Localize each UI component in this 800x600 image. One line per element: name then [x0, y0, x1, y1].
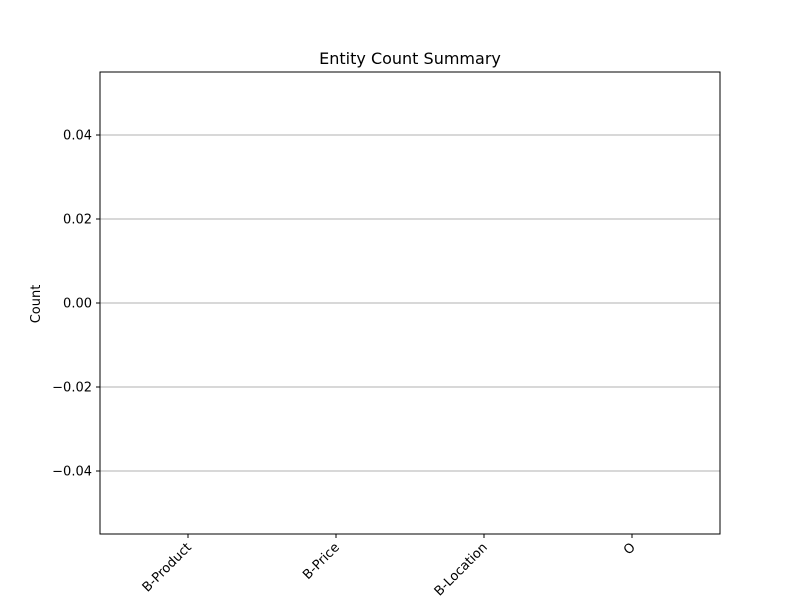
y-tick-label: 0.00: [63, 297, 92, 312]
y-axis-label: Count: [29, 285, 44, 324]
y-tick-label: 0.04: [63, 129, 92, 144]
y-tick-label: 0.02: [63, 213, 92, 228]
y-tick-label: −0.02: [52, 381, 92, 396]
y-gridlines: [100, 134, 720, 472]
y-axis-ticks: −0.04 −0.02 0.00 0.02 0.04: [52, 129, 100, 480]
y-tick-label: −0.04: [52, 465, 92, 480]
chart-title: Entity Count Summary: [319, 49, 501, 68]
plot-area-frame: [99, 71, 721, 535]
